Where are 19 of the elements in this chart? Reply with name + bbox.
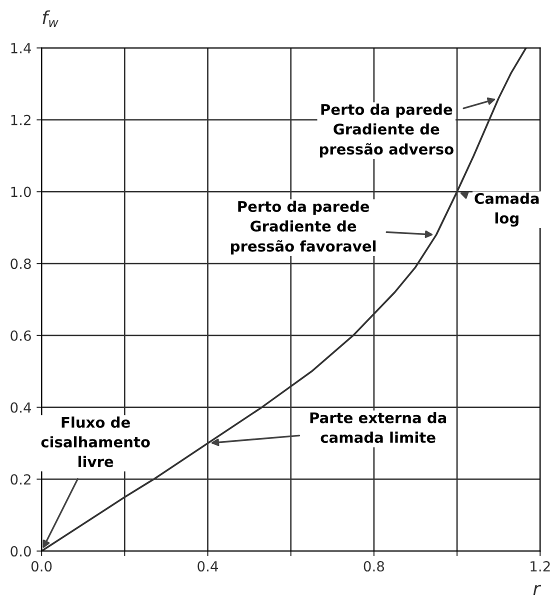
annotation: Parte externa da camada limite: [310, 412, 446, 443]
y-axis-title: f$_{w}$: [42, 10, 58, 27]
y-tick-label: 0.6: [10, 330, 31, 341]
x-tick-label: 0.8: [364, 561, 384, 572]
annotation: Camada log: [474, 192, 539, 227]
x-tick-label: 1.2: [530, 561, 550, 572]
y-tick-label: 1.4: [11, 43, 32, 54]
x-tick-label: 0.4: [198, 561, 218, 572]
x-tick-label: 0.0: [31, 561, 52, 572]
y-tick-label: 1.0: [11, 186, 31, 198]
annotation: Fluxo de cisalhamento livre: [41, 416, 150, 468]
y-tick-label: 0.0: [10, 546, 31, 557]
y-tick-label: 1.2: [11, 114, 30, 126]
y-tick-label: 0.8: [10, 258, 31, 270]
annotation: Perto da parede Gradiente de pressão adverso: [320, 104, 454, 158]
y-tick-label: 0.2: [10, 474, 30, 485]
y-tick-label: 0.4: [10, 402, 32, 413]
annotation: Perto da parede Gradiente de pressão favoravel: [231, 200, 376, 255]
x-axis-title: r: [533, 584, 542, 595]
